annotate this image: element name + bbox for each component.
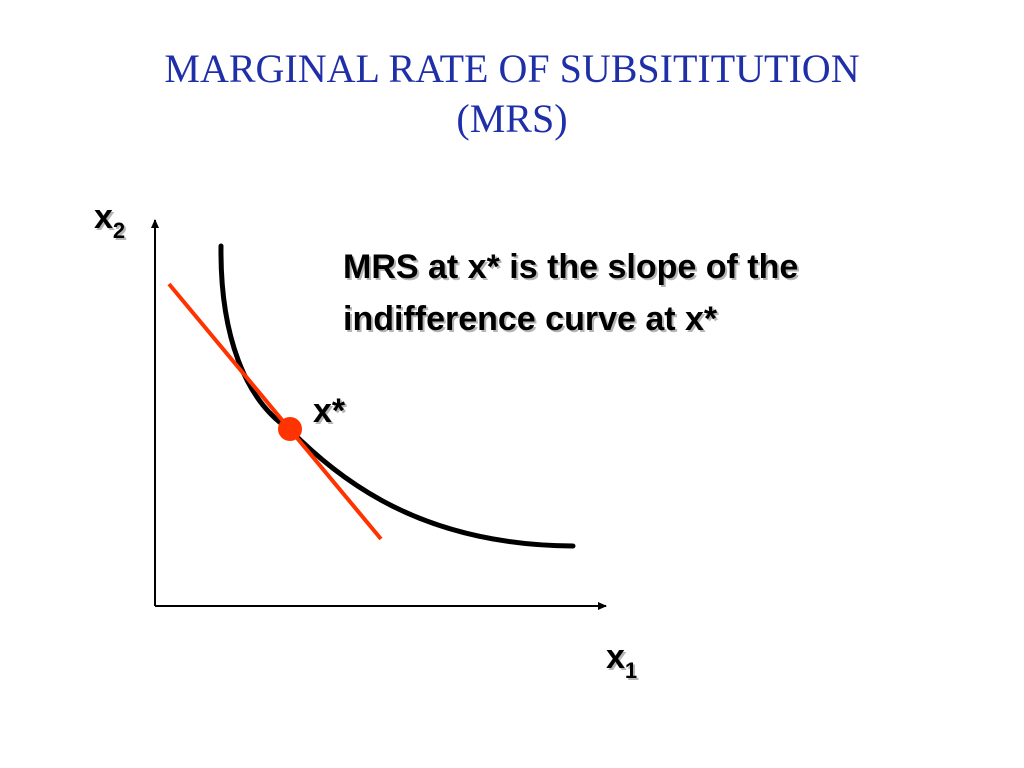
point-label: x* xyxy=(313,392,346,430)
annotation-line-2: indifference curve at x* xyxy=(343,300,718,338)
indifference-curve xyxy=(218,243,576,549)
x-axis-label-shadow: x1 xyxy=(608,640,639,685)
title-line-2: (MRS) xyxy=(456,96,568,141)
annotation-line-1-shadow: MRS at x* is the slope of the xyxy=(345,250,800,288)
tangent-line xyxy=(167,282,383,541)
annotation-line-1: MRS at x* is the slope of the xyxy=(343,248,798,286)
annotation-line-2-shadow: indifference curve at x* xyxy=(345,302,720,340)
title-line-1: MARGINAL RATE OF SUBSITITUTION xyxy=(164,46,860,91)
y-axis-label: x2 xyxy=(94,198,125,243)
point-x-star xyxy=(278,417,302,441)
point-label-shadow: x* xyxy=(315,394,348,432)
x-axis-label: x1 xyxy=(606,638,637,683)
slide-title: MARGINAL RATE OF SUBSITITUTION (MRS) xyxy=(0,44,1024,144)
y-axis-label-shadow: x2 xyxy=(96,200,127,245)
